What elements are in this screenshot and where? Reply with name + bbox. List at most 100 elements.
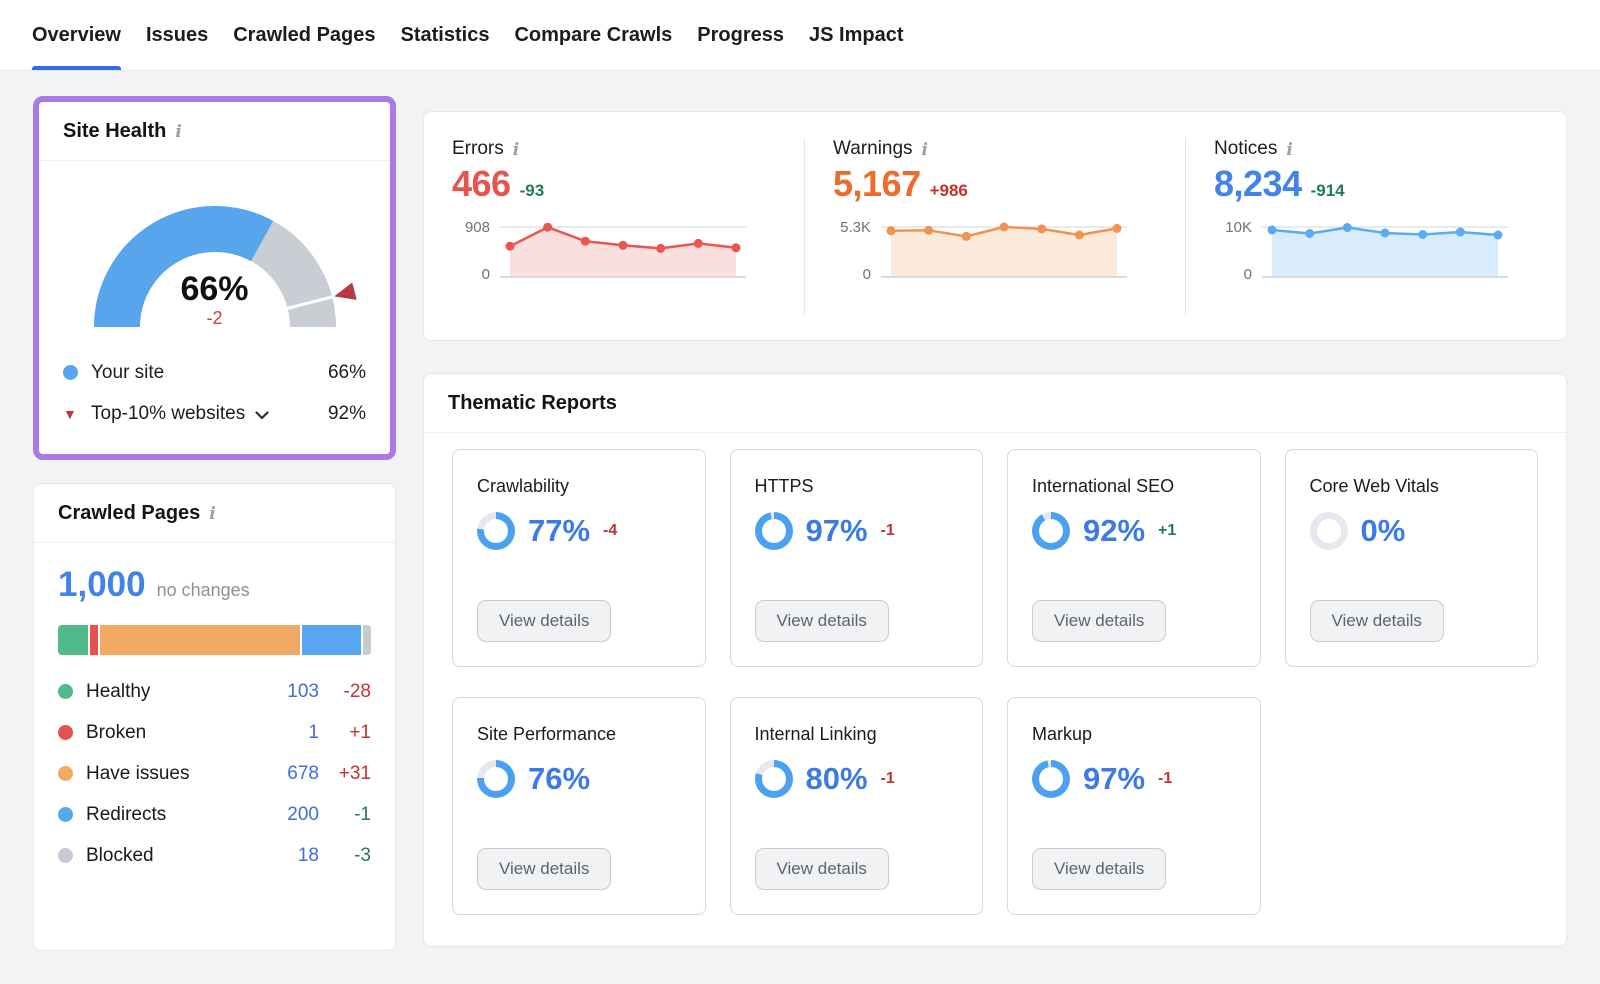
gauge-arc — [249, 220, 336, 328]
site-health-gauge: 66% -2 — [65, 177, 365, 340]
kpi-delta: -93 — [519, 181, 545, 200]
legend-label: Have issues — [86, 762, 190, 784]
view-details-button[interactable]: View details — [477, 599, 612, 642]
kpi-title: Warnings — [833, 138, 913, 159]
view-details-button[interactable]: View details — [1032, 847, 1167, 890]
legend-label: Your site — [91, 361, 165, 383]
site-health-legend-row-top-10-websites[interactable]: ▼ Top-10% websites 92% — [63, 393, 366, 434]
thematic-card-percent: 97% — [1083, 761, 1146, 796]
site-health-legend-row-your-site: Your site 66% — [63, 352, 366, 393]
view-details-button[interactable]: View details — [754, 847, 889, 890]
kpi-value: 466 — [452, 163, 511, 204]
gauge-score-value: 66% — [180, 270, 249, 308]
legend-label: Broken — [86, 721, 147, 743]
thematic-reports-title: Thematic Reports — [448, 391, 617, 414]
thematic-card-delta: -4 — [603, 522, 618, 539]
tab-statistics[interactable]: Statistics — [400, 23, 490, 46]
donut-progress-icon — [477, 760, 515, 798]
tab-overview[interactable]: Overview — [32, 0, 121, 70]
chevron-down-icon[interactable] — [255, 410, 269, 420]
kpi-sparkline — [500, 222, 746, 278]
main-content: Site Health i 66% -2 Your site 66% ▼ Top-10… — [0, 71, 1600, 951]
tab-progress[interactable]: Progress — [697, 23, 785, 46]
tab-crawled-pages[interactable]: Crawled Pages — [233, 23, 376, 46]
info-icon[interactable]: i — [512, 139, 520, 160]
legend-delta: +31 — [338, 762, 371, 784]
donut-progress-icon — [754, 512, 793, 550]
thematic-card-percent: 76% — [528, 761, 591, 796]
legend-dot-icon — [58, 807, 73, 822]
gauge-benchmark-marker-icon — [333, 282, 357, 300]
thematic-card-core-web-vitals: Core Web Vitals 0% View details — [1284, 449, 1538, 667]
legend-dot-icon — [58, 684, 73, 699]
thematic-card-title: Core Web Vitals — [1309, 476, 1439, 496]
info-icon[interactable]: i — [175, 121, 182, 142]
thematic-card-https: HTTPS 97% -1 View details — [729, 449, 983, 667]
kpi-value: 8,234 — [1214, 163, 1302, 204]
kpi-errors: Errors i 466 -93 908 0 — [424, 138, 804, 314]
tab-compare-crawls[interactable]: Compare Crawls — [514, 23, 673, 46]
kpi-value: 5,167 — [833, 163, 921, 204]
thematic-card-delta: -1 — [880, 770, 895, 787]
donut-progress-icon — [754, 760, 793, 798]
info-icon[interactable]: i — [921, 139, 929, 160]
crawled-pages-legend-row-blocked: Blocked 18 -3 — [58, 835, 371, 876]
view-details-button[interactable]: View details — [754, 599, 889, 642]
bar-segment-redirects — [302, 625, 361, 655]
crawled-pages-body: 1,000 no changes Healthy 103 -28 Broken 1 +1 H… — [34, 543, 395, 898]
axis-max-label: 10K — [1225, 219, 1252, 236]
legend-value: 1 — [308, 721, 319, 743]
crawled-pages-legend-row-have-issues: Have issues 678 +31 — [58, 753, 371, 794]
thematic-reports-panel: Thematic Reports Crawlability 77% -4 View d… — [423, 373, 1567, 947]
kpi-delta: -914 — [1310, 181, 1345, 200]
gauge-center: 66% -2 — [65, 270, 365, 330]
bar-segment-healthy — [58, 625, 89, 655]
legend-value: 200 — [287, 803, 319, 825]
active-tab-underline — [32, 66, 121, 70]
bar-segment-broken — [90, 625, 99, 655]
legend-value: 18 — [297, 844, 319, 866]
axis-min-label: 0 — [1243, 266, 1252, 283]
tab-issues[interactable]: Issues — [145, 23, 209, 46]
crawled-pages-total: 1,000 — [58, 565, 146, 604]
kpi-warnings: Warnings i 5,167 +986 5.3K 0 — [804, 138, 1185, 314]
gauge-arc — [93, 206, 273, 328]
bar-segment-blocked — [363, 625, 371, 655]
thematic-card-internal-linking: Internal Linking 80% -1 View details — [729, 697, 983, 915]
site-health-highlight-outline: Site Health i 66% -2 Your site 66% ▼ Top-10… — [33, 96, 396, 460]
legend-dot-icon — [63, 365, 78, 380]
legend-dot-icon — [58, 848, 73, 863]
thematic-card-international-seo: International SEO 92% +1 View details — [1007, 449, 1261, 667]
crawled-pages-legend-row-redirects: Redirects 200 -1 — [58, 794, 371, 835]
legend-delta: +1 — [349, 721, 371, 743]
legend-label: Top-10% websites — [91, 402, 246, 424]
crawled-pages-header: Crawled Pages i — [34, 484, 395, 543]
crawled-pages-legend-row-healthy: Healthy 103 -28 — [58, 671, 371, 712]
donut-progress-icon — [1309, 512, 1348, 550]
site-health-title: Site Health — [63, 119, 167, 142]
thematic-card-title: Site Performance — [477, 724, 617, 744]
thematic-card-delta: -1 — [1158, 770, 1173, 787]
gauge-score-delta: -2 — [206, 308, 223, 329]
legend-value: 92% — [327, 402, 366, 424]
legend-value: 103 — [287, 680, 319, 702]
view-details-button[interactable]: View details — [477, 847, 612, 890]
tab-js-impact[interactable]: JS Impact — [809, 23, 904, 46]
legend-delta: -3 — [354, 844, 371, 866]
view-details-button[interactable]: View details — [1309, 599, 1444, 642]
view-details-button[interactable]: View details — [1032, 599, 1167, 642]
info-icon[interactable]: i — [1286, 139, 1293, 160]
crawled-pages-title: Crawled Pages — [58, 501, 201, 524]
legend-dot-icon — [58, 766, 73, 781]
tab-bar: Overview Issues Crawled Pages Statistics Com… — [0, 0, 1600, 71]
thematic-card-title: HTTPS — [754, 476, 814, 496]
info-icon[interactable]: i — [209, 503, 216, 524]
axis-max-label: 5.3K — [840, 219, 871, 236]
thematic-card-title: Markup — [1032, 724, 1093, 744]
left-column: Site Health i 66% -2 Your site 66% ▼ Top-10… — [33, 96, 396, 951]
legend-dot-icon — [58, 725, 73, 740]
legend-label: Redirects — [86, 803, 167, 825]
site-health-header: Site Health i — [39, 102, 390, 161]
thematic-card-percent: 92% — [1083, 513, 1146, 548]
kpi-sparkline — [1262, 223, 1508, 278]
